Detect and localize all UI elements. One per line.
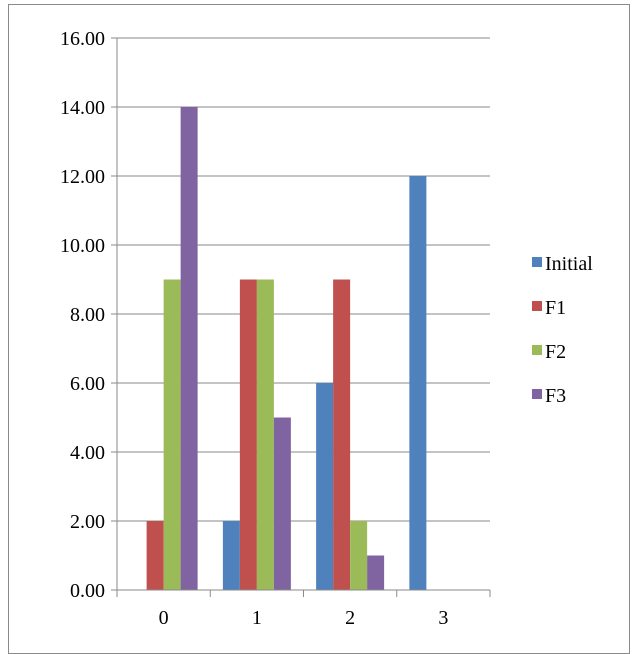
y-tick-label: 4.00 [70, 442, 105, 464]
y-tick-label: 14.00 [60, 97, 105, 119]
x-tick-label: 0 [159, 607, 169, 629]
bar [222, 521, 240, 590]
bars [146, 107, 427, 590]
y-tick-label: 2.00 [70, 511, 105, 533]
y-tick-label: 16.00 [60, 28, 105, 50]
legend: Initial F1 F2 F3 [532, 253, 593, 407]
bar [316, 383, 334, 590]
y-tick-label: 6.00 [70, 373, 105, 395]
legend-label: F3 [545, 385, 566, 407]
bar [350, 521, 368, 590]
y-tick-label: 0.00 [70, 580, 105, 602]
bar [367, 555, 385, 590]
legend-label: F1 [545, 297, 566, 319]
bar [409, 176, 427, 590]
y-tick-label: 10.00 [60, 235, 105, 257]
bar [163, 279, 181, 590]
bar [256, 279, 274, 590]
bar [333, 279, 351, 590]
x-tick-label: 2 [345, 607, 355, 629]
legend-swatch [532, 345, 542, 355]
x-tick-label: 1 [252, 607, 262, 629]
x-tick-label: 3 [438, 607, 448, 629]
legend-swatch [532, 257, 542, 267]
legend-label: F2 [545, 341, 566, 363]
bar [273, 417, 291, 590]
x-tick-labels: 0 1 2 3 [159, 607, 449, 629]
legend-swatch [532, 389, 542, 399]
bar [239, 279, 257, 590]
legend-swatch [532, 301, 542, 311]
y-tick-label: 12.00 [60, 166, 105, 188]
legend-label: Initial [545, 253, 593, 275]
y-tick-label: 8.00 [70, 304, 105, 326]
bar [180, 107, 198, 590]
bar [146, 521, 164, 590]
axes [111, 37, 491, 597]
y-tick-labels: 0.00 2.00 4.00 6.00 8.00 10.00 12.00 14.00 16.00 [60, 28, 105, 602]
